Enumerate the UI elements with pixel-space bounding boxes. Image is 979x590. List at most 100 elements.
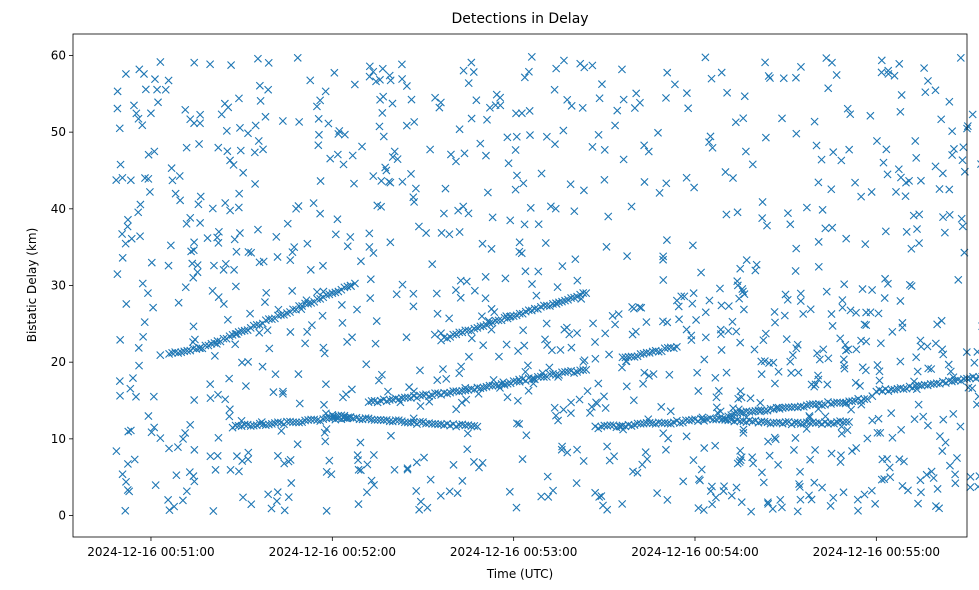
track-point	[890, 385, 899, 394]
noise-point	[731, 118, 740, 127]
noise-point	[559, 56, 568, 65]
noise-point	[244, 357, 253, 366]
noise-point	[176, 196, 185, 205]
track-point	[464, 326, 473, 335]
noise-point	[363, 460, 372, 469]
noise-point	[680, 292, 689, 301]
noise-point	[453, 489, 462, 498]
noise-point	[644, 147, 653, 156]
noise-point	[141, 85, 150, 94]
noise-point	[463, 445, 472, 454]
noise-point	[136, 200, 145, 209]
noise-point	[398, 177, 407, 186]
noise-point	[267, 504, 276, 513]
noise-point	[941, 438, 950, 447]
noise-point	[915, 239, 924, 248]
noise-point	[322, 467, 331, 476]
noise-point	[796, 495, 805, 504]
noise-point	[567, 398, 576, 407]
noise-point	[217, 110, 226, 119]
noise-point	[402, 121, 411, 130]
noise-point	[701, 333, 710, 342]
noise-point	[633, 468, 642, 477]
noise-point	[951, 479, 960, 488]
noise-point	[168, 176, 177, 185]
noise-point	[455, 369, 464, 378]
noise-point	[640, 177, 649, 186]
noise-point	[559, 405, 568, 414]
noise-point	[410, 197, 419, 206]
track-point	[648, 347, 657, 356]
noise-point	[467, 334, 476, 343]
noise-point	[563, 448, 572, 457]
track-point	[485, 381, 494, 390]
noise-point	[792, 244, 801, 253]
noise-point	[179, 434, 188, 443]
noise-point	[558, 442, 567, 451]
track-point	[491, 316, 500, 325]
noise-point	[724, 302, 733, 311]
noise-point	[662, 179, 671, 188]
track-point	[527, 375, 536, 384]
noise-point	[880, 294, 889, 303]
noise-point	[264, 490, 273, 499]
track-point	[334, 411, 343, 420]
track-point	[842, 417, 851, 426]
track-point	[748, 407, 757, 416]
noise-point	[126, 176, 135, 185]
track-point	[808, 418, 817, 427]
noise-point	[181, 105, 190, 114]
noise-point	[778, 114, 786, 123]
track-point	[240, 420, 249, 429]
track-point	[787, 403, 796, 412]
track-point	[270, 419, 279, 428]
noise-point	[841, 340, 850, 349]
track-point	[488, 381, 497, 390]
noise-point	[135, 361, 144, 370]
noise-point	[288, 286, 297, 295]
noise-point	[792, 129, 801, 138]
track-point	[373, 415, 382, 424]
noise-point	[594, 379, 603, 388]
noise-point	[655, 188, 664, 197]
noise-point	[741, 147, 750, 156]
track-point	[817, 401, 826, 410]
noise-point	[464, 209, 473, 218]
noise-point	[402, 333, 411, 342]
noise-point	[520, 220, 529, 229]
noise-point	[554, 416, 563, 425]
noise-point	[657, 402, 666, 411]
noise-point	[774, 367, 783, 376]
noise-point	[867, 187, 876, 196]
track-point	[473, 383, 482, 392]
noise-point	[470, 286, 479, 295]
noise-point	[588, 61, 597, 70]
noise-point	[134, 343, 143, 352]
noise-point	[286, 455, 295, 464]
noise-point	[295, 399, 304, 408]
noise-point	[312, 102, 321, 111]
noise-point	[711, 493, 720, 502]
noise-point	[190, 335, 199, 344]
noise-point	[260, 298, 269, 307]
noise-point	[814, 237, 823, 246]
track-point	[264, 420, 273, 429]
noise-point	[354, 500, 363, 509]
noise-point	[316, 209, 325, 218]
noise-point	[269, 388, 278, 397]
noise-point	[164, 261, 173, 270]
noise-point	[512, 109, 521, 118]
noise-point	[537, 492, 546, 501]
noise-point	[181, 428, 190, 437]
noise-point	[611, 121, 620, 130]
noise-point	[670, 80, 679, 89]
track-point	[530, 304, 539, 313]
noise-point	[449, 460, 458, 469]
noise-point	[314, 114, 323, 123]
noise-point	[451, 157, 460, 166]
noise-point	[375, 75, 384, 84]
track-point	[261, 421, 270, 430]
noise-point	[701, 53, 710, 62]
noise-point	[479, 341, 488, 350]
noise-point	[544, 492, 553, 501]
